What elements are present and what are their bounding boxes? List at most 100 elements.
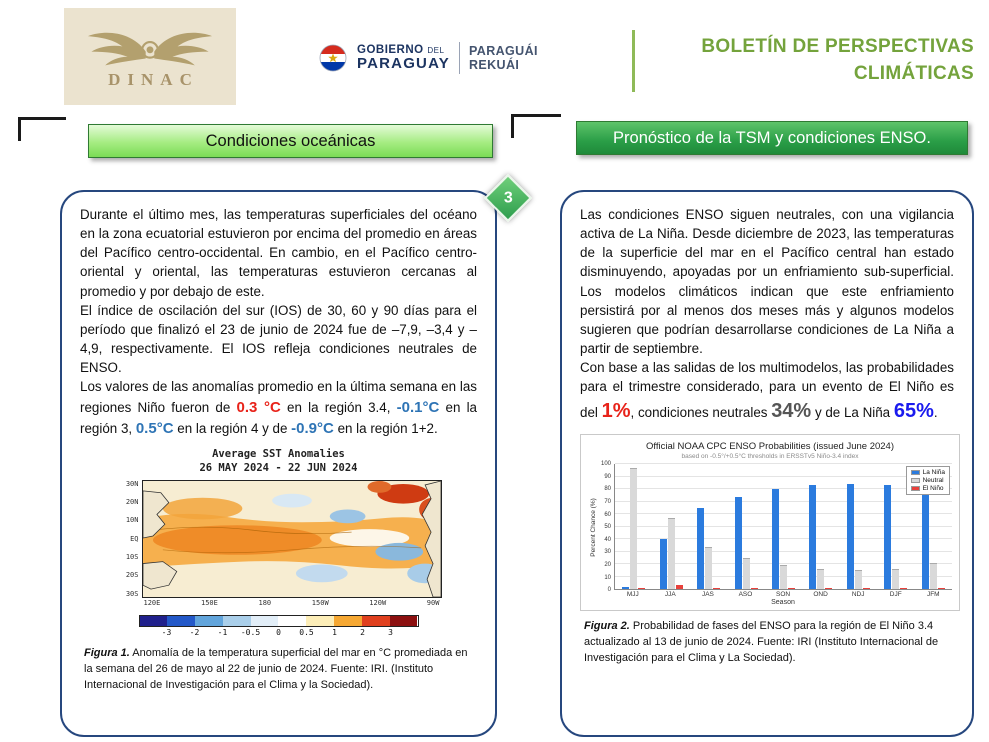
x-tick-label: MJJ — [626, 591, 639, 599]
enso-probability-chart: Official NOAA CPC ENSO Probabilities (is… — [580, 434, 960, 612]
chart-bar — [742, 557, 750, 590]
chart-bar — [862, 587, 870, 590]
anomaly-text: en la región 3.4, — [280, 399, 397, 415]
y-tick-label: 70 — [604, 498, 611, 505]
gov-logo-divider — [458, 42, 460, 74]
colorbar-tick-label: 1 — [332, 627, 337, 637]
map-latitude-axis: 30N 20N 10N EQ 10S 20S 30S — [116, 480, 142, 598]
chart-bar — [734, 496, 742, 590]
chart-plot-area: La Niña Neutral El Niño — [614, 463, 952, 591]
nino34-anomaly-value: 0.3 °C — [236, 398, 281, 416]
bar-group — [840, 464, 877, 590]
colorbar-segment — [222, 615, 251, 626]
gov-word-paraguay: PARAGUAY — [357, 55, 450, 73]
chart-bar — [900, 587, 908, 590]
chart-bar — [622, 586, 630, 590]
lon-tick-label: 180 — [258, 598, 272, 607]
colorbar-segment — [195, 615, 223, 626]
chart-bar — [779, 565, 787, 590]
x-tick-label: ASO — [738, 591, 753, 599]
chart-legend: La Niña Neutral El Niño — [905, 466, 950, 496]
gridline — [615, 550, 952, 552]
x-tick-label: NDJ — [851, 591, 865, 599]
paraguay-flag-emblem-icon — [319, 44, 347, 72]
chart-bar — [825, 587, 833, 590]
lat-tick-label: 20S — [125, 571, 139, 580]
right-section-title: Pronóstico de la TSM y condiciones ENSO. — [613, 128, 931, 147]
colorbar-tick-label: 2 — [360, 627, 365, 637]
y-tick-label: 0 — [607, 587, 611, 594]
dinac-logo: DINAC — [64, 8, 236, 105]
chart-title: Official NOAA CPC ENSO Probabilities (is… — [646, 441, 894, 453]
anomaly-text: en la región 1+2. — [333, 421, 438, 436]
chart-bar — [659, 539, 667, 590]
lat-tick-label: 10S — [125, 553, 139, 562]
lat-tick-label: 20N — [125, 498, 139, 507]
lat-tick-label: 30S — [125, 589, 139, 598]
x-tick-label: OND — [813, 591, 828, 599]
chart-bar — [929, 562, 937, 590]
colorbar-segment — [139, 615, 168, 626]
colorbar-segment — [334, 615, 362, 626]
x-tick-label: JFM — [926, 591, 940, 599]
left-section-header: Condiciones oceánicas — [88, 124, 493, 158]
anomaly-text: en la región 3, — [80, 399, 477, 436]
chart-y-axis-label: Percent Chance (%) — [589, 497, 597, 557]
colorbar-labels: -3 -2 -1 -0.5 0 0.5 1 2 3 — [139, 627, 419, 638]
el-nino-probability: 1% — [601, 399, 631, 422]
chart-bar — [667, 517, 675, 590]
bulletin-title-block: BOLETÍN DE PERSPECTIVAS CLIMÁTICAS — [632, 30, 974, 92]
neutral-probability: 34% — [771, 399, 812, 422]
chart-bar — [705, 546, 713, 590]
chart-bar — [854, 570, 862, 590]
gridline — [615, 463, 952, 465]
gridline — [615, 475, 952, 477]
anomaly-text: Los valores de las anomalías promedio en… — [80, 379, 477, 415]
oceanic-paragraph-1: Durante el último mes, las temperaturas … — [80, 207, 477, 299]
gov-word-gobierno: GOBIERNO — [357, 44, 424, 57]
chart-bar — [771, 489, 779, 590]
bar-group — [915, 464, 952, 590]
sst-anomaly-map — [141, 479, 447, 598]
y-tick-label: 90 — [604, 473, 611, 480]
right-bracket-decoration — [511, 114, 561, 138]
paraguay-gov-logo: GOBIERNO DEL PARAGUAY PARAGUÁI REKUÁI — [318, 42, 538, 74]
chart-bar — [937, 587, 945, 590]
gridline — [615, 513, 952, 515]
map-longitude-axis: 120E 150E 180 150W 120W 90W — [142, 598, 442, 607]
colorbar-tick-label: -2 — [189, 627, 200, 637]
gov-word-rekuai: REKUÁI — [468, 58, 520, 72]
lat-tick-label: EQ — [130, 534, 139, 543]
bar-group — [652, 464, 689, 590]
chart-x-axis-ticks: MJJ JJA JAS ASO SON OND NDJ DJF JFM — [614, 590, 952, 598]
bar-group — [615, 464, 652, 590]
anomaly-text: en la región 4 y de — [173, 421, 292, 436]
left-section-title: Condiciones oceánicas — [205, 131, 376, 150]
page-number: 3 — [503, 189, 513, 206]
y-tick-label: 50 — [604, 524, 611, 531]
probability-text: Con base a las salidas de los multimodel… — [580, 360, 954, 420]
oceanic-conditions-panel: Durante el último mes, las temperaturas … — [60, 190, 497, 737]
colorbar-tick-label: -1 — [217, 627, 228, 637]
enso-paragraph-2: Con base a las salidas de los multimodel… — [580, 358, 954, 425]
colorbar-segment — [306, 615, 335, 626]
colorbar-tick-label: -3 — [161, 627, 172, 637]
gridline — [615, 538, 952, 540]
chart-bar — [675, 585, 683, 590]
map-title-line2: 26 MAY 2024 - 22 JUN 2024 — [199, 462, 358, 475]
chart-x-axis-label: Season — [771, 599, 795, 607]
map-title-line1: Average SST Anomalies — [212, 448, 345, 461]
probability-text: . — [933, 404, 938, 420]
lat-tick-label: 30N — [125, 479, 139, 488]
chart-bar — [713, 587, 721, 590]
legend-swatch — [910, 478, 920, 484]
legend-label: La Niña — [922, 469, 945, 477]
dinac-wings-icon — [87, 32, 213, 65]
oceanic-conditions-text: Durante el último mes, las temperaturas … — [80, 205, 477, 439]
gridline — [615, 500, 952, 502]
bar-group — [877, 464, 914, 590]
lon-tick-label: 90W — [426, 598, 440, 607]
chart-bar — [697, 507, 705, 590]
gov-word-del: DEL — [427, 46, 445, 56]
enso-forecast-text: Las condiciones ENSO siguen neutrales, c… — [580, 205, 954, 425]
